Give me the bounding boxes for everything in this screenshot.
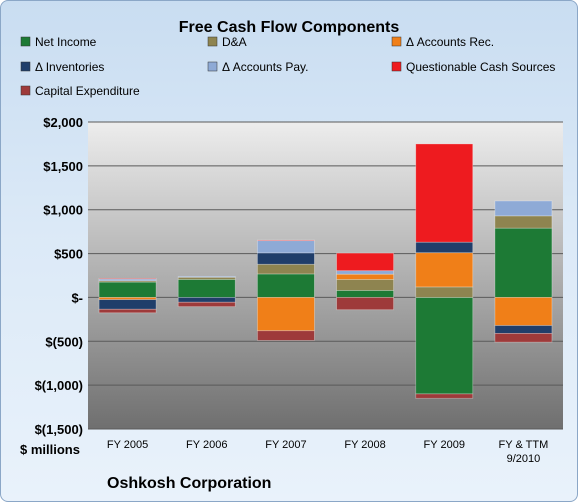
y-axis-ticks: $2,000 $1,500 $1,000 $500 $- $(500) $(1,000) $(…	[35, 115, 83, 437]
bars	[98, 143, 553, 399]
legend-label: Capital Expenditure	[35, 84, 140, 98]
bar-accounts-rec	[257, 297, 315, 332]
bar-accounts-pay	[177, 275, 236, 278]
bar-accounts-rec	[336, 273, 394, 280]
bar-net-income	[177, 279, 236, 298]
bar-capital-expenditure	[257, 330, 315, 341]
company-footer: Oshkosh Corporation	[107, 475, 271, 492]
legend-item-net-income: Net Income	[20, 35, 97, 49]
bar-d-a	[494, 215, 553, 229]
bar-inventories	[98, 299, 157, 310]
legend-label: Net Income	[35, 35, 97, 49]
legend-label: Δ Inventories	[35, 60, 104, 74]
bar-inventories	[177, 297, 236, 303]
y-tick-label: $1,000	[43, 203, 83, 218]
y-tick-label: $(500)	[45, 334, 83, 349]
bar-inventories	[494, 325, 553, 334]
legend-item-capital-expenditure: Capital Expenditure	[20, 84, 140, 98]
bar-inventories	[415, 241, 474, 254]
x-tick-label: FY & TTM 9/2010	[499, 439, 549, 465]
bar-accounts-pay	[257, 240, 315, 254]
bar-accounts-rec	[494, 297, 553, 326]
legend-swatch	[20, 36, 31, 47]
bar-questionable-cash-sources	[336, 252, 394, 272]
legend-label: Questionable Cash Sources	[406, 60, 555, 74]
gridlines	[88, 121, 563, 430]
legend-item-accounts-rec: Δ Accounts Rec.	[391, 35, 494, 49]
y-tick-label: $500	[54, 247, 83, 262]
legend-label: Δ Accounts Rec.	[406, 35, 494, 49]
y-tick-label: $(1,500)	[35, 422, 83, 437]
x-tick-label: FY 2005	[107, 439, 148, 451]
bar-questionable-cash-sources	[257, 239, 315, 242]
bar-d-a	[336, 279, 394, 291]
y-axis-label: $ millions	[20, 442, 80, 457]
y-tick-label: $-	[71, 290, 83, 305]
bar-capital-expenditure	[494, 332, 553, 343]
y-tick-label: $1,500	[43, 159, 83, 174]
legend: Net Income D&A Δ Accounts Rec. Δ Inventorie…	[20, 35, 555, 98]
bar-capital-expenditure	[177, 301, 236, 308]
x-tick-label: FY 2009	[424, 439, 465, 451]
bar-net-income	[415, 297, 474, 395]
bar-capital-expenditure	[415, 393, 474, 399]
x-axis-ticks: FY 2005 FY 2006 FY 2007 FY 2008 FY 2009 FY & …	[107, 439, 548, 465]
bar-net-income	[336, 290, 394, 298]
bar-accounts-rec	[415, 252, 474, 288]
bar-accounts-pay	[336, 270, 394, 275]
bar-net-income	[494, 227, 553, 298]
legend-swatch	[391, 61, 402, 72]
bar-d-a	[257, 263, 315, 275]
legend-item-questionable-cash-sources: Questionable Cash Sources	[391, 60, 555, 74]
legend-label: Δ Accounts Pay.	[222, 60, 309, 74]
bar-questionable-cash-sources	[98, 278, 157, 280]
bar-questionable-cash-sources	[415, 143, 474, 243]
legend-swatch	[207, 36, 218, 47]
legend-swatch	[391, 36, 402, 47]
bar-accounts-pay	[494, 200, 553, 217]
legend-item-accounts-pay: Δ Accounts Pay.	[207, 60, 309, 74]
y-tick-label: $2,000	[43, 115, 83, 130]
legend-item-d-a: D&A	[207, 35, 247, 49]
legend-swatch	[207, 61, 218, 72]
x-tick-label: FY 2008	[344, 439, 385, 451]
x-tick-label: FY 2006	[186, 439, 227, 451]
bar-net-income	[257, 273, 315, 298]
legend-swatch	[20, 61, 31, 72]
legend-swatch	[20, 85, 31, 96]
chart-title: Free Cash Flow Components	[179, 19, 400, 36]
legend-label: D&A	[222, 35, 247, 49]
bar-capital-expenditure	[98, 308, 157, 314]
bar-d-a	[415, 286, 474, 298]
x-tick-label: FY 2007	[265, 439, 306, 451]
y-tick-label: $(1,000)	[35, 378, 83, 393]
bar-capital-expenditure	[336, 297, 394, 311]
bar-inventories	[257, 252, 315, 265]
plot-area	[88, 122, 563, 429]
bar-net-income	[98, 281, 157, 298]
legend-item-inventories: Δ Inventories	[20, 60, 104, 74]
